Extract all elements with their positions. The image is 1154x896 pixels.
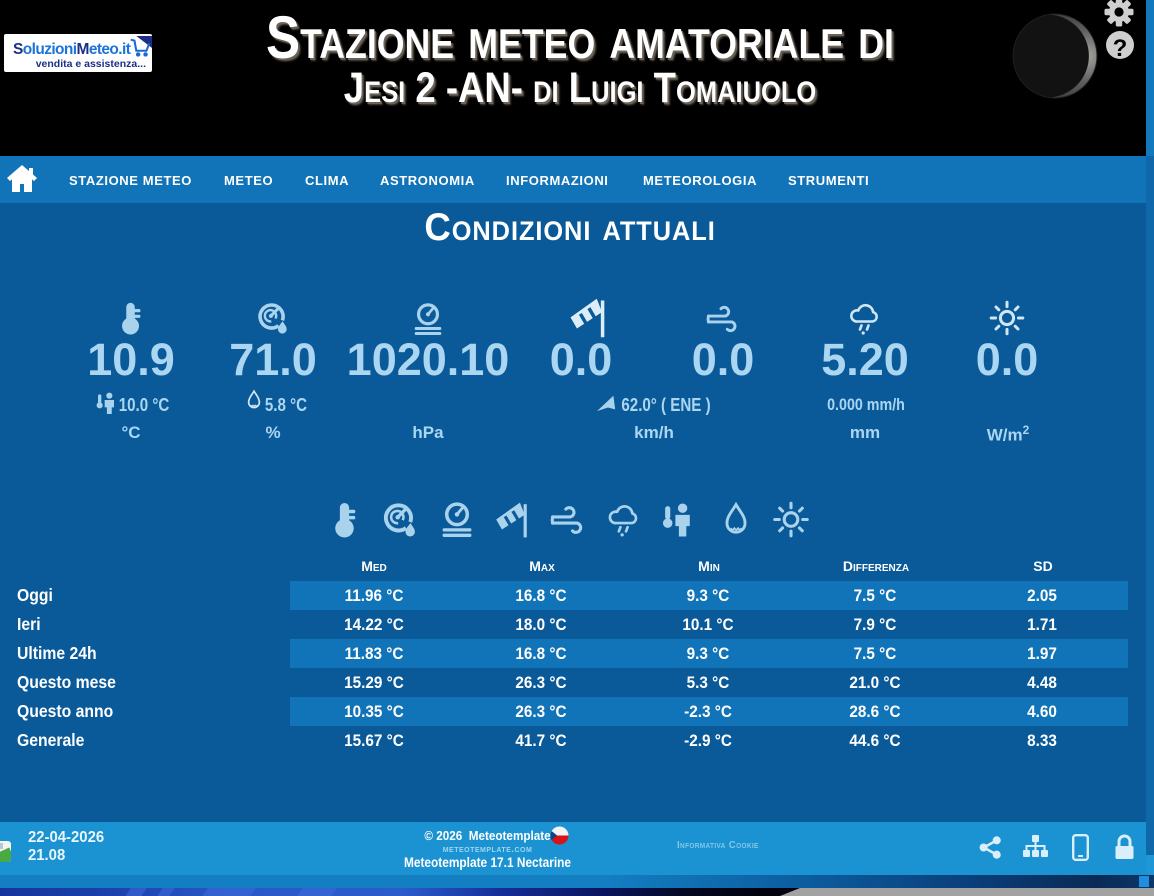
svg-text:?: ? (1113, 35, 1128, 62)
